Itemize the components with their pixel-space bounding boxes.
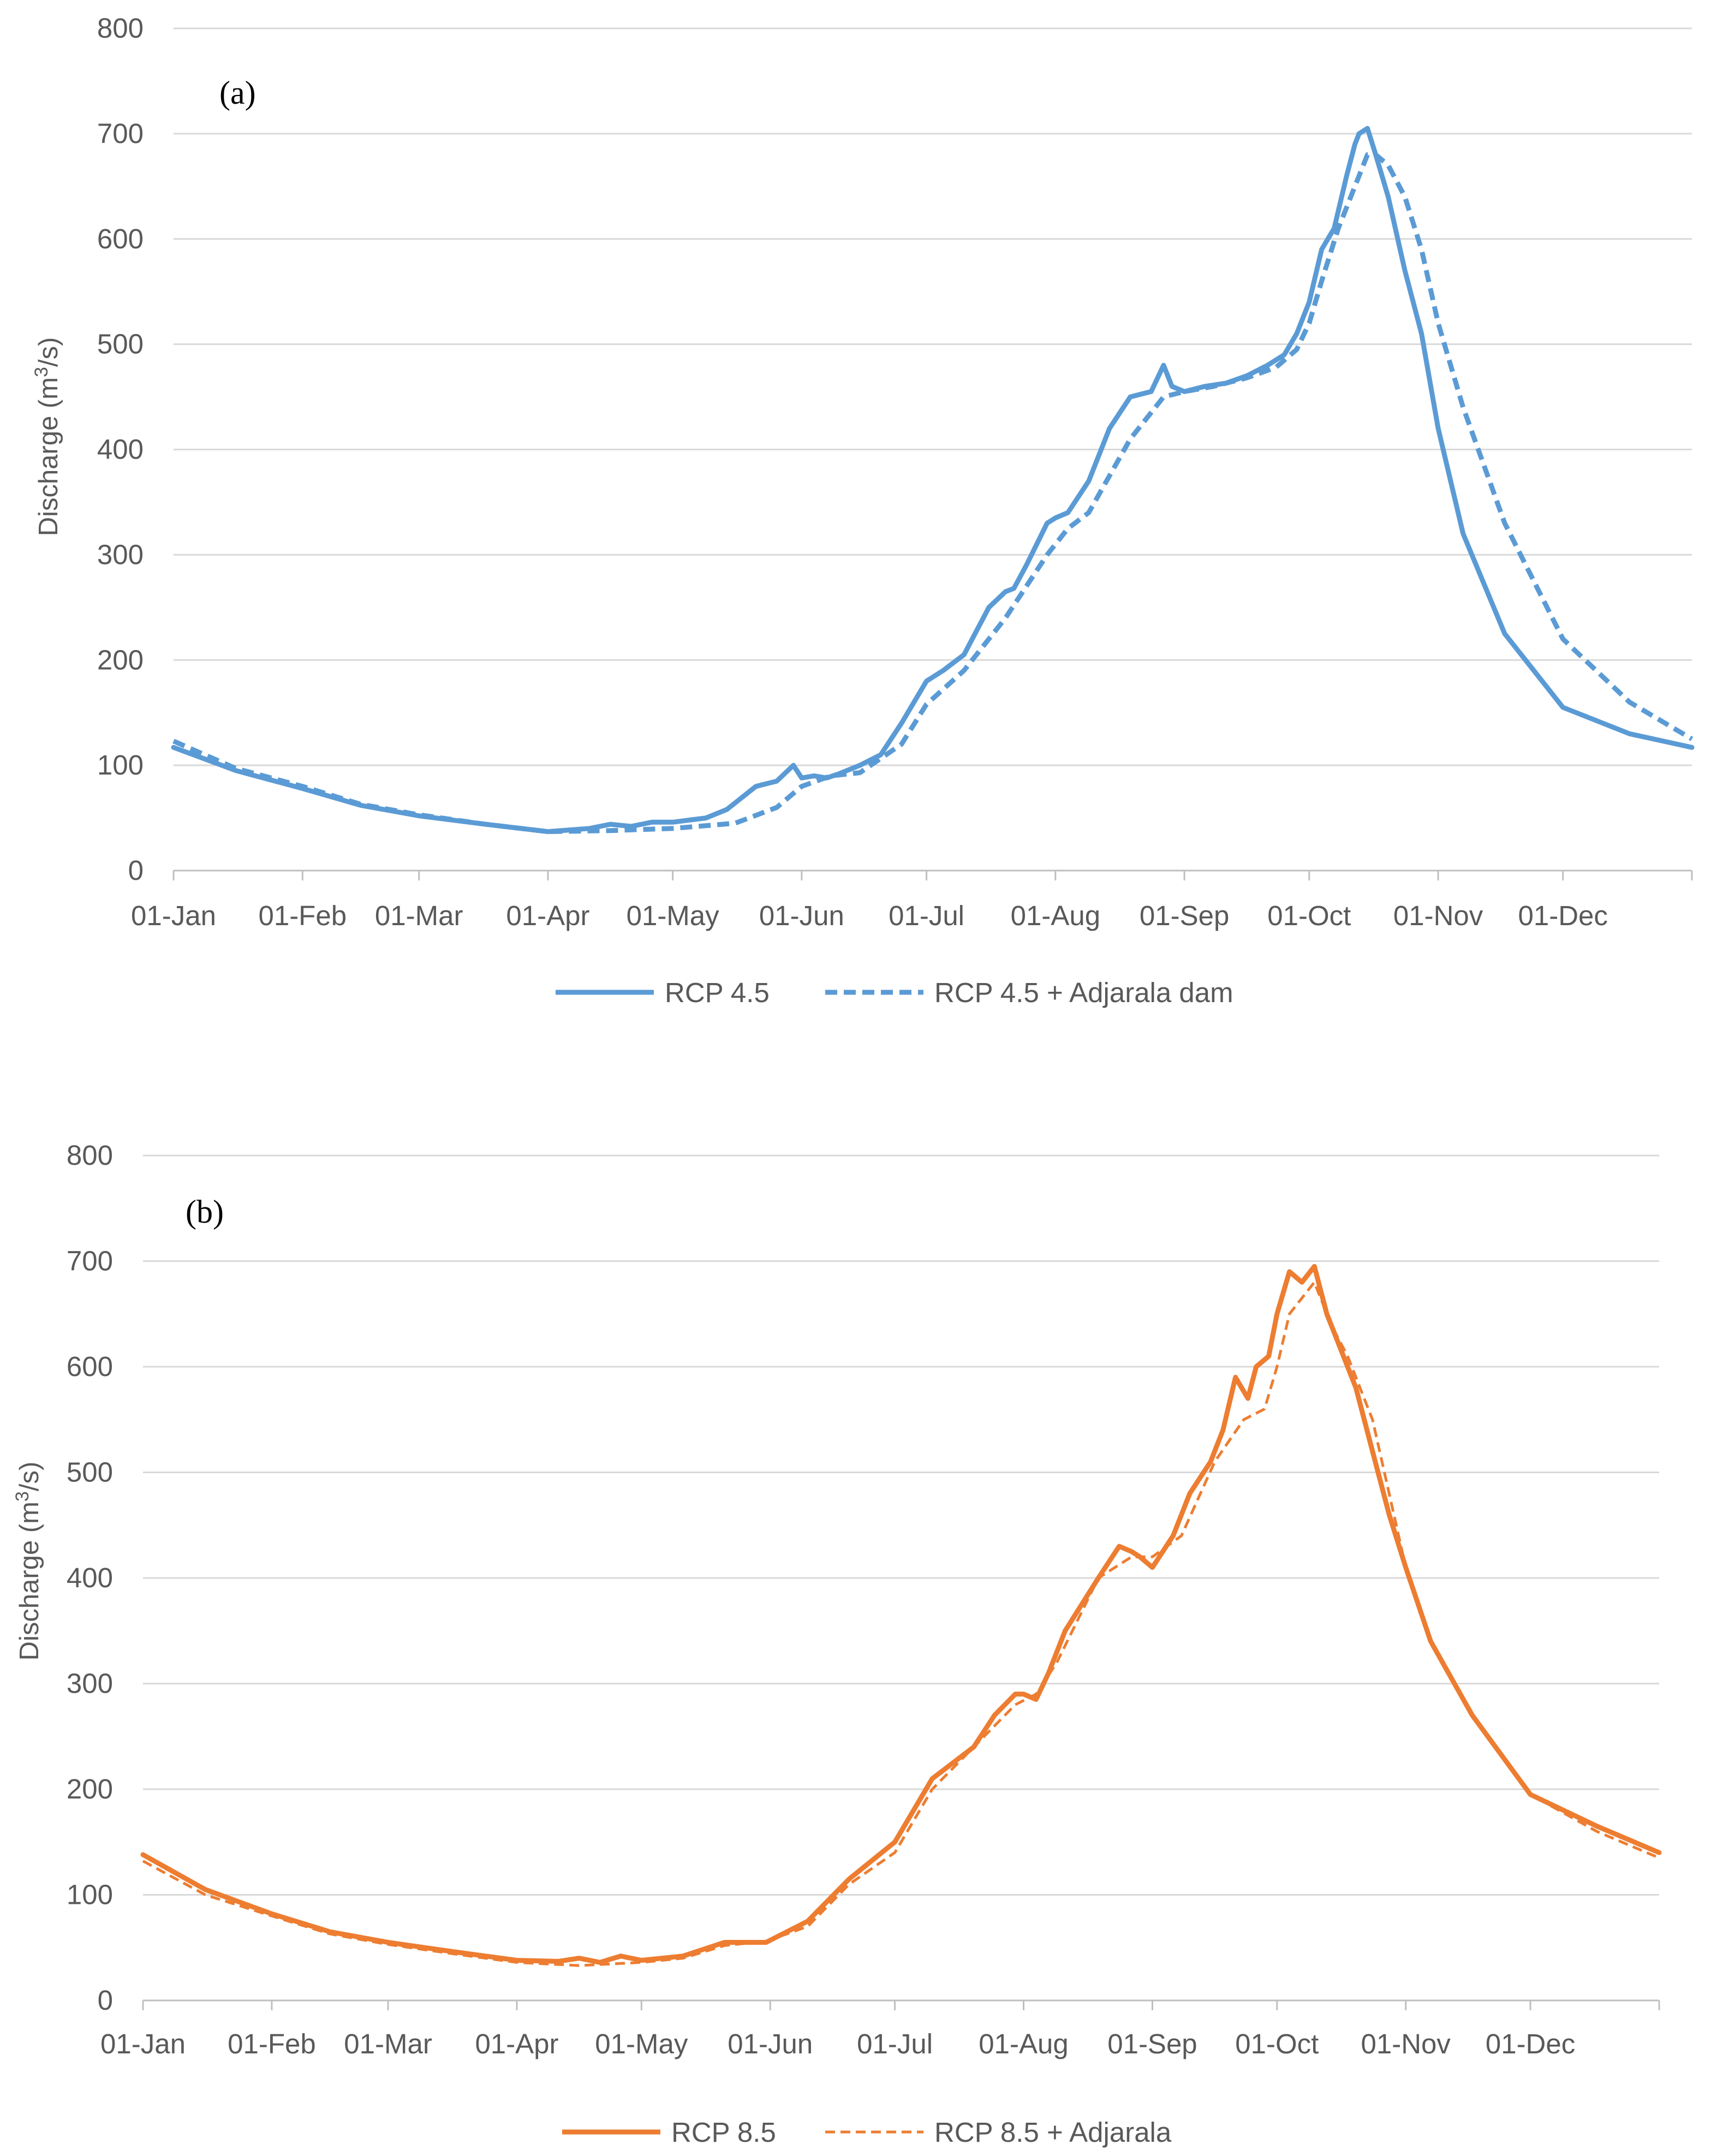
x-tick-b-01-Oct: 01-Oct bbox=[1235, 2028, 1319, 2059]
y-axis-label-b: Discharge (m3/s) bbox=[12, 1462, 44, 1661]
x-tick-b-01-Jan: 01-Jan bbox=[100, 2028, 186, 2059]
y-tick-a-100: 100 bbox=[97, 749, 144, 781]
x-tick-a-01-Nov: 01-Nov bbox=[1393, 900, 1483, 931]
x-tick-b-01-Feb: 01-Feb bbox=[228, 2028, 316, 2059]
y-tick-a-500: 500 bbox=[97, 329, 144, 360]
y-tick-b-700: 700 bbox=[67, 1246, 113, 1277]
legend-b: RCP 8.5 RCP 8.5 + Adjarala bbox=[562, 2117, 1172, 2148]
x-tick-a-01-Apr: 01-Apr bbox=[506, 900, 589, 931]
y-tick-b-300: 300 bbox=[67, 1668, 113, 1699]
y-tick-a-700: 700 bbox=[97, 118, 144, 149]
y-tick-b-400: 400 bbox=[67, 1562, 113, 1593]
x-tick-a-01-Aug: 01-Aug bbox=[1011, 900, 1100, 931]
y-tick-b-100: 100 bbox=[67, 1879, 113, 1910]
legend-label-rcp45-dam: RCP 4.5 + Adjarala dam bbox=[934, 977, 1233, 1008]
y-tick-b-200: 200 bbox=[67, 1773, 113, 1804]
x-tick-b-01-Aug: 01-Aug bbox=[979, 2028, 1068, 2059]
x-tick-b-01-May: 01-May bbox=[595, 2028, 688, 2059]
y-tick-a-0: 0 bbox=[128, 855, 144, 886]
legend-label-rcp85: RCP 8.5 bbox=[671, 2117, 776, 2148]
legend-a: RCP 4.5 RCP 4.5 + Adjarala dam bbox=[556, 977, 1233, 1008]
x-tick-a-01-Mar: 01-Mar bbox=[375, 900, 463, 931]
legend-label-rcp45: RCP 4.5 bbox=[665, 977, 770, 1008]
x-tick-b-01-Jun: 01-Jun bbox=[728, 2028, 813, 2059]
x-tick-b-01-Sep: 01-Sep bbox=[1107, 2028, 1197, 2059]
panel-label-a: (a) bbox=[219, 75, 256, 111]
gridlines-a bbox=[174, 27, 1692, 766]
series-a bbox=[171, 126, 1695, 835]
x-tick-a-01-Jul: 01-Jul bbox=[889, 900, 964, 931]
x-tick-a-01-May: 01-May bbox=[627, 900, 720, 931]
gridlines-b bbox=[143, 1154, 1659, 1896]
y-axis-label-a: Discharge (m3/s) bbox=[31, 337, 63, 537]
series-line-b-1 bbox=[142, 1281, 1660, 1967]
x-tick-a-01-Dec: 01-Dec bbox=[1518, 900, 1608, 931]
x-tick-a-01-Feb: 01-Feb bbox=[258, 900, 347, 931]
x-tick-a-01-Sep: 01-Sep bbox=[1140, 900, 1229, 931]
series-b bbox=[140, 1264, 1662, 1967]
y-tick-a-600: 600 bbox=[97, 223, 144, 254]
y-tick-b-800: 800 bbox=[67, 1140, 113, 1171]
y-tick-a-800: 800 bbox=[97, 13, 144, 44]
x-tick-b-01-Nov: 01-Nov bbox=[1361, 2028, 1451, 2059]
legend-label-rcp85-adjarala: RCP 8.5 + Adjarala bbox=[934, 2117, 1172, 2148]
series-line-a-1 bbox=[172, 152, 1694, 835]
x-ticks-a: 01-Jan 01-Feb 01-Mar 01-Apr 01-May 01-Jun 01-J… bbox=[131, 869, 1693, 931]
x-tick-b-01-Apr: 01-Apr bbox=[475, 2028, 558, 2059]
x-tick-b-01-Jul: 01-Jul bbox=[857, 2028, 933, 2059]
y-tick-a-200: 200 bbox=[97, 644, 144, 675]
x-tick-a-01-Jan: 01-Jan bbox=[131, 900, 216, 931]
y-tick-b-600: 600 bbox=[67, 1351, 113, 1382]
y-ticks-a: 0 100 200 300 400 500 600 700 800 bbox=[97, 13, 144, 886]
x-ticks-b: 01-Jan 01-Feb 01-Mar 01-Apr 01-May 01-Jun 01-J… bbox=[100, 1999, 1660, 2059]
y-tick-a-400: 400 bbox=[97, 434, 144, 465]
x-tick-b-01-Mar: 01-Mar bbox=[344, 2028, 432, 2059]
panel-label-b: (b) bbox=[186, 1194, 224, 1230]
y-tick-b-0: 0 bbox=[98, 1985, 113, 2016]
y-tick-b-500: 500 bbox=[67, 1457, 113, 1488]
y-ticks-b: 0 100 200 300 400 500 600 700 800 bbox=[67, 1140, 113, 2016]
series-line-a-0 bbox=[171, 126, 1695, 835]
x-tick-b-01-Dec: 01-Dec bbox=[1486, 2028, 1575, 2059]
x-tick-a-01-Jun: 01-Jun bbox=[759, 900, 844, 931]
x-tick-a-01-Oct: 01-Oct bbox=[1267, 900, 1351, 931]
series-line-b-0 bbox=[140, 1264, 1662, 1965]
y-tick-a-300: 300 bbox=[97, 539, 144, 570]
